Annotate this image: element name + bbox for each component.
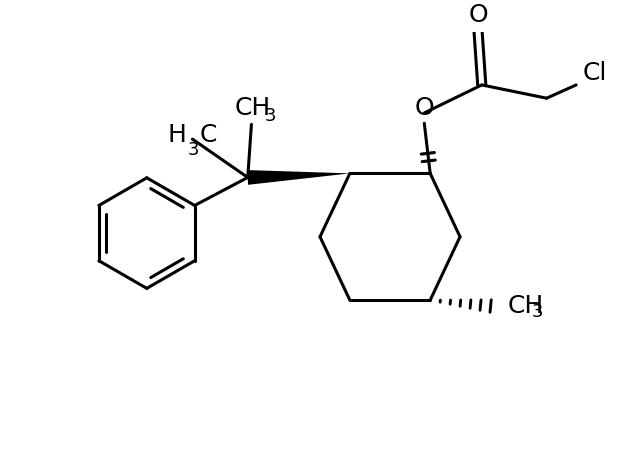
Text: H: H <box>168 123 186 147</box>
Text: C: C <box>200 123 217 147</box>
Text: CH: CH <box>508 294 544 318</box>
Text: O: O <box>468 4 488 28</box>
Polygon shape <box>248 170 350 185</box>
Text: 3: 3 <box>532 303 543 321</box>
Text: O: O <box>415 97 434 120</box>
Text: 3: 3 <box>265 107 276 125</box>
Text: CH: CH <box>235 96 271 120</box>
Text: Cl: Cl <box>583 61 607 85</box>
Text: 3: 3 <box>188 141 200 159</box>
